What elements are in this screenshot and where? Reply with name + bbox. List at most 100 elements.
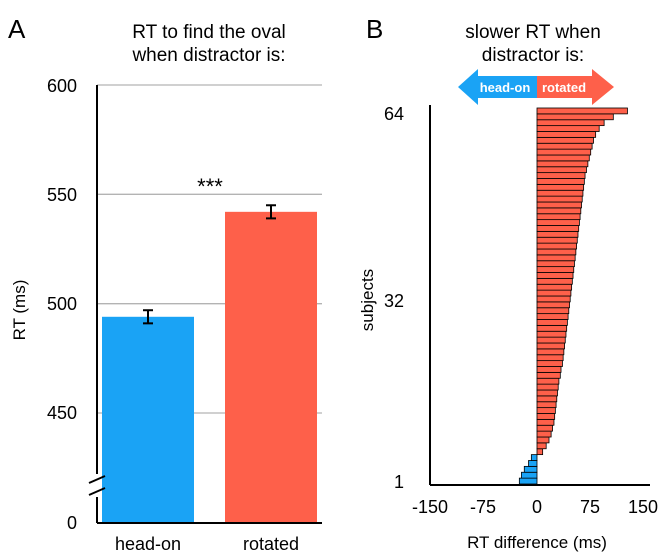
panel-b-xtick-neg150: -150 [412, 497, 448, 517]
panel-b-subject-bar-5 [530, 454, 538, 461]
panel-b-subject-bar-8 [536, 436, 550, 444]
panel-a-ytick-500: 500 [47, 294, 77, 314]
panel-a-significance: *** [197, 174, 223, 199]
arrow-right-rotated [537, 69, 614, 105]
panel-a-title-line-2: when distractor is: [131, 45, 285, 66]
panel-b-subject-bar-21 [536, 360, 563, 367]
panel-b-direction-arrow: head-on rotated [458, 69, 614, 105]
panel-b-subject-bar-58 [536, 142, 593, 150]
panel-b-subject-bar-11 [536, 418, 555, 426]
panel-a-error-bars [143, 204, 276, 325]
arrow-left-head-on [458, 69, 537, 105]
panel-b-subject-bar-27 [536, 324, 568, 332]
panel-b-title-line-1: slower RT when [465, 22, 601, 43]
panel-b-xtick-0: 0 [532, 497, 542, 517]
panel-b-subject-bar-30 [536, 307, 570, 315]
panel-b-subject-bar-10 [536, 424, 553, 432]
panel-b-subject-bar-56 [536, 154, 590, 162]
panel-b-subject-bar-2 [521, 471, 538, 479]
panel-b-subject-bar-49 [536, 195, 583, 203]
panel-b-subject-bar-38 [536, 260, 575, 268]
panel-b-subject-bar-35 [536, 277, 573, 285]
panel-b-subject-bar-40 [536, 248, 577, 256]
panel-b-subject-bar-3 [523, 465, 538, 473]
panel-a-errorbar-rotated [266, 204, 276, 220]
panel-b-subject-bar-36 [536, 272, 574, 279]
panel-b-subject-bar-14 [536, 401, 557, 409]
panel-b-subject-bar-13 [536, 407, 556, 414]
panel-a-letter: A [8, 14, 26, 44]
panel-b-subject-bar-57 [536, 148, 592, 156]
panel-a-ylabel: RT (ms) [10, 280, 29, 341]
panel-b-subject-bar-4 [528, 460, 538, 467]
panel-b-xtick-75: 75 [580, 497, 600, 517]
panel-b-subject-bar-61 [536, 125, 600, 132]
panel-b-subject-bar-45 [536, 219, 580, 226]
panel-b-subject-bar-19 [536, 371, 561, 379]
panel-b-subject-bar-23 [536, 348, 565, 356]
panel-b-subject-bar-16 [536, 389, 558, 397]
panel-b-subject-bar-26 [536, 330, 567, 338]
panel-b-subject-bar-6 [536, 448, 544, 456]
panel-b-ytick-64: 64 [384, 104, 404, 124]
panel-b-subject-bar-18 [536, 377, 560, 385]
panel-b-subject-bar-34 [536, 283, 573, 291]
panel-b-ytick-1: 1 [394, 472, 404, 492]
panel-a-errorbar-head-on [143, 309, 153, 325]
panel-b-subject-bar-1 [518, 477, 538, 485]
panel-b: B slower RT when distractor is: head-on … [358, 14, 658, 552]
panel-b-subject-bar-59 [536, 136, 594, 144]
panel-a-title-line-1: RT to find the oval [132, 22, 286, 43]
panel-b-subject-bar-7 [536, 442, 547, 450]
panel-b-subject-bar-39 [536, 254, 576, 262]
arrow-label-rotated: rotated [542, 80, 586, 95]
panel-b-subject-bar-46 [536, 213, 581, 221]
panel-b-subject-bar-12 [536, 413, 556, 420]
panel-a-category-rotated: rotated [243, 534, 299, 552]
panel-b-subject-bar-17 [536, 383, 559, 391]
panel-b-ytick-32: 32 [384, 291, 404, 311]
panel-a-axis-break-mark-2 [88, 487, 106, 496]
panel-b-subject-bar-15 [536, 395, 558, 403]
panel-b-subject-bar-47 [536, 207, 582, 215]
panel-b-subject-bar-31 [536, 301, 570, 309]
panel-b-subject-bar-22 [536, 354, 564, 362]
panel-b-subject-bar-50 [536, 189, 584, 197]
panel-b-subject-bar-55 [536, 160, 589, 168]
panel-a-axis-break-mark-1 [88, 475, 106, 484]
panel-b-subject-bar-44 [536, 225, 580, 232]
panel-a: A RT to find the oval when distractor is… [8, 14, 322, 552]
panel-b-subject-bar-41 [536, 242, 577, 250]
panel-b-subject-bar-32 [536, 295, 571, 303]
panel-b-subject-bar-53 [536, 172, 586, 179]
panel-b-subject-bar-51 [536, 183, 585, 191]
panel-b-subject-bar-20 [536, 366, 562, 373]
panel-b-subject-bar-48 [536, 201, 582, 209]
panel-b-subject-bar-64 [536, 107, 628, 115]
panel-b-xtick-neg75: -75 [470, 497, 496, 517]
panel-a-ytick-600: 600 [47, 76, 77, 96]
panel-b-subject-bar-42 [536, 236, 578, 244]
panel-b-letter: B [366, 14, 383, 44]
arrow-label-head-on: head-on [480, 80, 531, 95]
panel-a-category-head-on: head-on [115, 534, 181, 552]
panel-b-subject-bar-54 [536, 166, 587, 174]
panel-b-subject-bar-25 [536, 336, 566, 344]
panel-b-subject-bar-63 [536, 113, 614, 121]
panel-b-title-line-2: distractor is: [482, 45, 584, 66]
panel-b-subject-bar-29 [536, 313, 569, 320]
panel-b-subject-bar-24 [536, 342, 565, 350]
panel-b-subject-bar-52 [536, 178, 585, 185]
panel-b-subject-bar-60 [536, 131, 597, 138]
panel-a-ytick-450: 450 [47, 403, 77, 423]
panel-b-subject-bar-9 [536, 430, 552, 438]
panel-b-subject-bar-37 [536, 266, 575, 273]
panel-a-bars [102, 211, 317, 522]
panel-b-bars [518, 107, 628, 485]
panel-a-ytick-550: 550 [47, 185, 77, 205]
panel-b-subject-bar-43 [536, 230, 579, 238]
panel-a-bar-head-on [102, 316, 194, 522]
panel-a-bar-rotated [225, 211, 317, 522]
panel-b-subject-bar-28 [536, 319, 568, 326]
